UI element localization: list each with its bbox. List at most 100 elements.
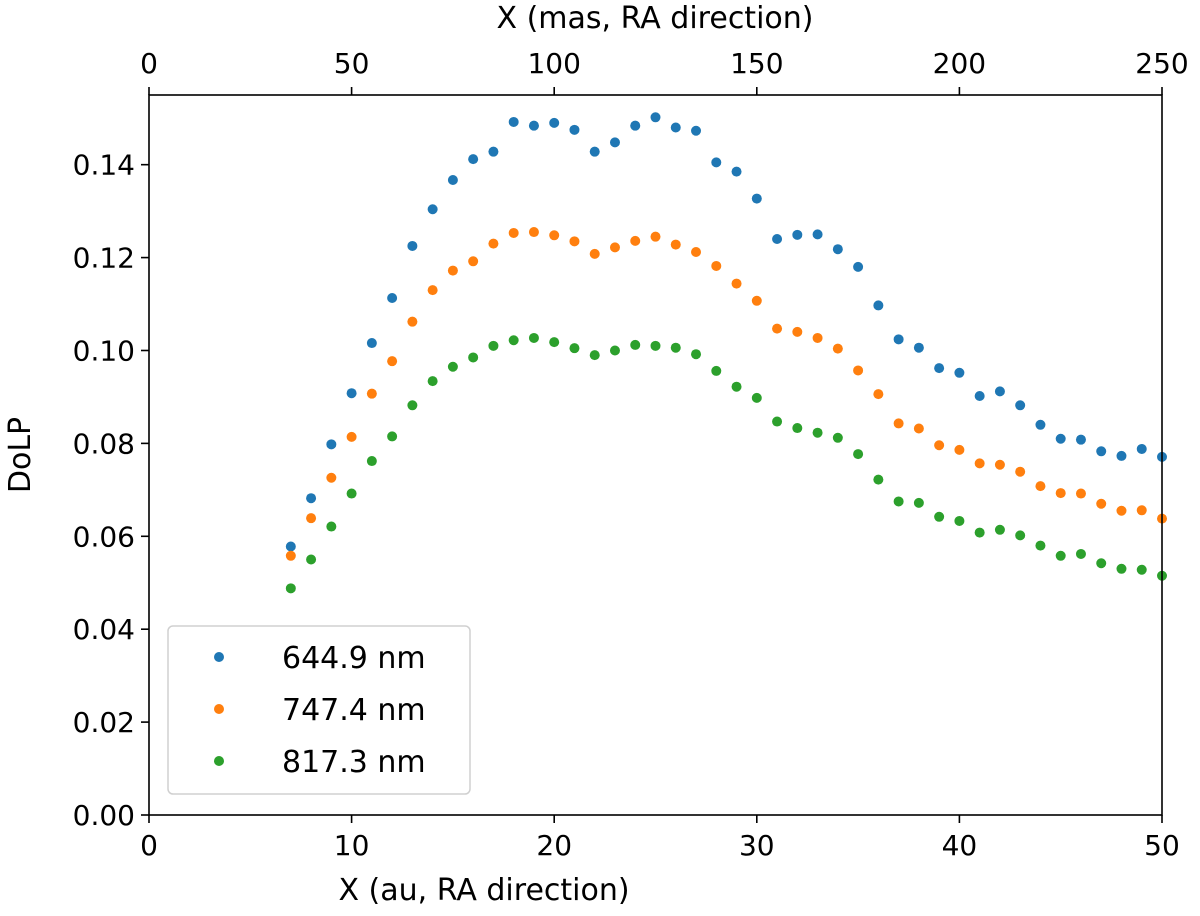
data-point-series-0 [994,386,1005,397]
data-point-series-2 [366,456,377,467]
data-point-series-2 [853,449,864,460]
data-point-series-0 [954,367,965,378]
data-point-series-2 [893,496,904,507]
data-point-series-1 [326,472,337,483]
data-point-series-0 [447,175,458,186]
data-point-series-2 [609,345,620,356]
data-point-series-0 [1055,433,1066,444]
data-point-series-2 [751,392,762,403]
data-point-series-0 [1136,443,1147,454]
data-point-series-2 [508,335,519,346]
data-point-series-2 [691,349,702,360]
data-point-series-0 [326,439,337,450]
data-point-series-0 [792,229,803,240]
data-point-series-1 [691,247,702,258]
data-point-series-1 [832,343,843,354]
data-point-series-1 [812,332,823,343]
data-point-series-2 [447,361,458,372]
data-point-series-2 [832,432,843,443]
data-point-series-0 [630,120,641,131]
y-tick-label: 0.06 [73,520,135,553]
data-point-series-1 [934,440,945,451]
data-point-series-1 [1055,488,1066,499]
data-point-series-0 [549,117,560,128]
top-x-tick-label: 100 [527,47,580,80]
data-point-series-0 [812,229,823,240]
data-point-series-0 [427,204,438,215]
data-point-series-0 [1075,434,1086,445]
data-point-series-1 [549,230,560,241]
data-point-series-2 [549,337,560,348]
data-point-series-0 [731,166,742,177]
data-point-series-1 [468,256,479,267]
x-tick-label: 40 [942,829,978,862]
top-x-tick-label: 150 [730,47,783,80]
data-point-series-2 [1096,558,1107,569]
y-tick-label: 0.04 [73,613,135,646]
y-tick-label: 0.10 [73,334,135,367]
data-point-series-2 [792,423,803,434]
data-point-series-2 [285,583,296,594]
data-point-series-1 [589,248,600,259]
x-tick-label: 30 [739,829,775,862]
data-point-series-0 [468,154,479,165]
data-point-series-1 [630,235,641,246]
data-point-series-0 [650,112,661,123]
y-axis-label: DoLP [3,417,38,493]
data-point-series-1 [974,458,985,469]
data-point-series-0 [528,120,539,131]
data-point-series-1 [913,423,924,434]
data-point-series-2 [326,521,337,532]
y-tick-label: 0.12 [73,242,135,275]
data-point-series-1 [1015,466,1026,477]
data-point-series-0 [1096,446,1107,457]
data-point-series-0 [893,334,904,345]
data-point-series-1 [650,231,661,242]
legend-label-817-3: 817.3 nm [282,745,426,780]
legend-box [167,625,471,795]
data-point-series-1 [893,418,904,429]
data-point-series-0 [974,391,985,402]
x-tick-label: 10 [334,829,370,862]
data-point-series-0 [569,124,580,135]
data-point-series-0 [285,541,296,552]
data-point-series-2 [488,340,499,351]
data-point-series-2 [468,352,479,363]
top-x-tick-label: 200 [933,47,986,80]
x-tick-label: 20 [536,829,572,862]
data-point-series-1 [1096,498,1107,509]
data-point-series-1 [772,323,783,334]
data-point-series-2 [387,431,398,442]
legend-marker-747-4 [214,704,224,714]
data-point-series-2 [772,416,783,427]
data-point-series-2 [812,427,823,438]
data-point-series-1 [346,431,357,442]
data-point-series-0 [508,116,519,127]
data-point-series-1 [1075,488,1086,499]
data-point-series-1 [1116,505,1127,516]
y-tick-label: 0.00 [73,799,135,832]
data-point-series-0 [589,146,600,157]
data-point-series-2 [913,497,924,508]
data-point-series-2 [873,474,884,485]
data-point-series-2 [1055,550,1066,561]
data-point-series-0 [609,137,620,148]
data-point-series-2 [569,343,580,354]
data-point-series-0 [691,125,702,136]
x-axis-label: X (au, RA direction) [338,873,629,908]
data-point-series-2 [306,554,317,565]
data-point-series-2 [1035,540,1046,551]
data-point-series-0 [488,146,499,157]
data-point-series-1 [609,242,620,253]
y-tick-label: 0.14 [73,149,135,182]
data-point-series-2 [630,339,641,350]
data-point-series-2 [650,340,661,351]
data-point-series-0 [751,193,762,204]
plot-frame [148,94,1163,816]
data-point-series-1 [387,356,398,367]
data-point-series-0 [853,261,864,272]
data-point-series-2 [346,488,357,499]
data-point-series-2 [1015,530,1026,541]
data-point-series-2 [974,527,985,538]
